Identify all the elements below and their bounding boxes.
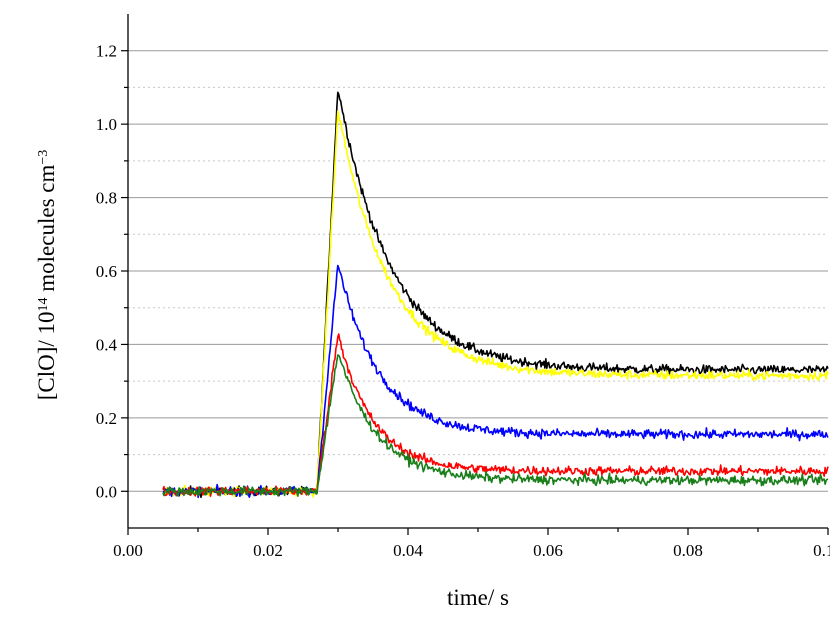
series-line-2 (162, 110, 829, 498)
y-tick-label: 0.2 (96, 409, 117, 428)
series-layer (162, 91, 829, 499)
grid (128, 50, 828, 492)
y-tick-label: 0.4 (96, 335, 118, 354)
series-line-4 (162, 333, 829, 498)
x-tick-label: 0.08 (673, 541, 703, 560)
axes (121, 14, 829, 535)
y-axis-title-unit-exponent: −3 (36, 150, 51, 165)
y-axis-title-prefix: [ClO]/ 10 (34, 311, 59, 400)
series-line-5 (162, 354, 829, 497)
y-axis-title-exponent: 14 (36, 297, 51, 311)
x-tick-label: 0.00 (113, 541, 143, 560)
y-axis-title-middle: molecules cm (34, 165, 59, 298)
y-tick-label: 1.2 (96, 42, 117, 61)
x-tick-label: 0.10 (813, 541, 830, 560)
x-tick-label: 0.02 (253, 541, 283, 560)
y-tick-label: 1.0 (96, 115, 117, 134)
series-line-3 (162, 264, 829, 499)
x-tick-label: 0.06 (533, 541, 563, 560)
x-axis-title: time/ s (447, 585, 509, 610)
series-line-1 (162, 91, 829, 499)
y-tick-label: 0.0 (96, 482, 117, 501)
y-tick-label: 0.6 (96, 262, 117, 281)
y-tick-labels: 0.0 0.2 0.4 0.6 0.8 1.0 1.2 (96, 42, 118, 502)
x-tick-label: 0.04 (393, 541, 423, 560)
y-tick-label: 0.8 (96, 189, 117, 208)
x-tick-labels: 0.00 0.02 0.04 0.06 0.08 0.10 (113, 541, 830, 560)
y-axis-title: [ClO]/ 1014 molecules cm−3 (34, 150, 59, 401)
